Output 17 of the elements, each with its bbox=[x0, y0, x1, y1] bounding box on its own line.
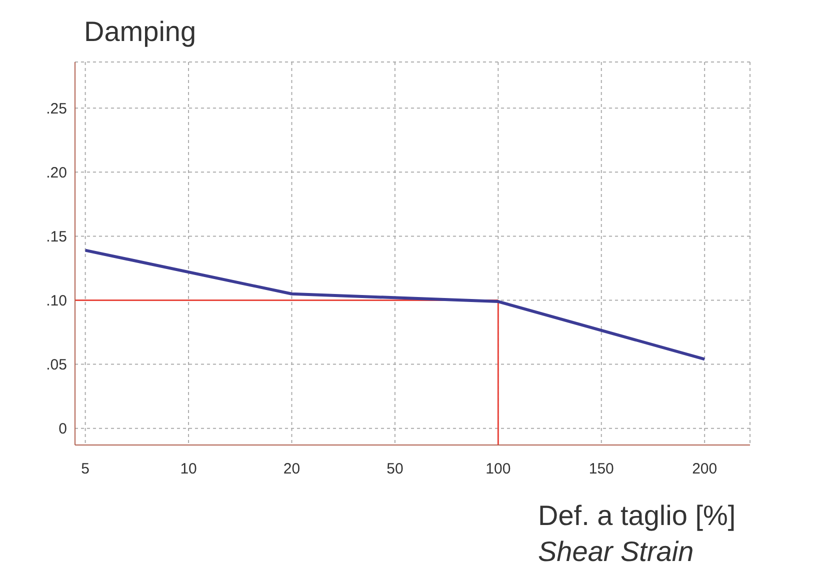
line-series bbox=[84, 248, 706, 361]
x-tick-label: 10 bbox=[180, 460, 197, 478]
x-tick-label: 50 bbox=[386, 460, 404, 478]
x-tick-label: 150 bbox=[588, 460, 614, 478]
chart-title: Damping bbox=[84, 16, 196, 48]
x-tick-label: 20 bbox=[283, 460, 300, 478]
x-axis-title: Def. a taglio [%] bbox=[538, 500, 736, 532]
x-tick-label: 100 bbox=[486, 460, 511, 478]
y-tick-label: 0 bbox=[58, 420, 67, 438]
y-tick-label: .15 bbox=[46, 228, 67, 246]
text: Shear Strain bbox=[538, 536, 694, 568]
y-tick-label: .25 bbox=[46, 100, 67, 118]
y-tick-label: .10 bbox=[46, 292, 67, 310]
y-tick-label: .20 bbox=[46, 164, 67, 182]
x-tick-label: 200 bbox=[692, 460, 718, 478]
x-tick-label: 5 bbox=[81, 460, 90, 478]
y-tick-label: .05 bbox=[46, 356, 67, 374]
